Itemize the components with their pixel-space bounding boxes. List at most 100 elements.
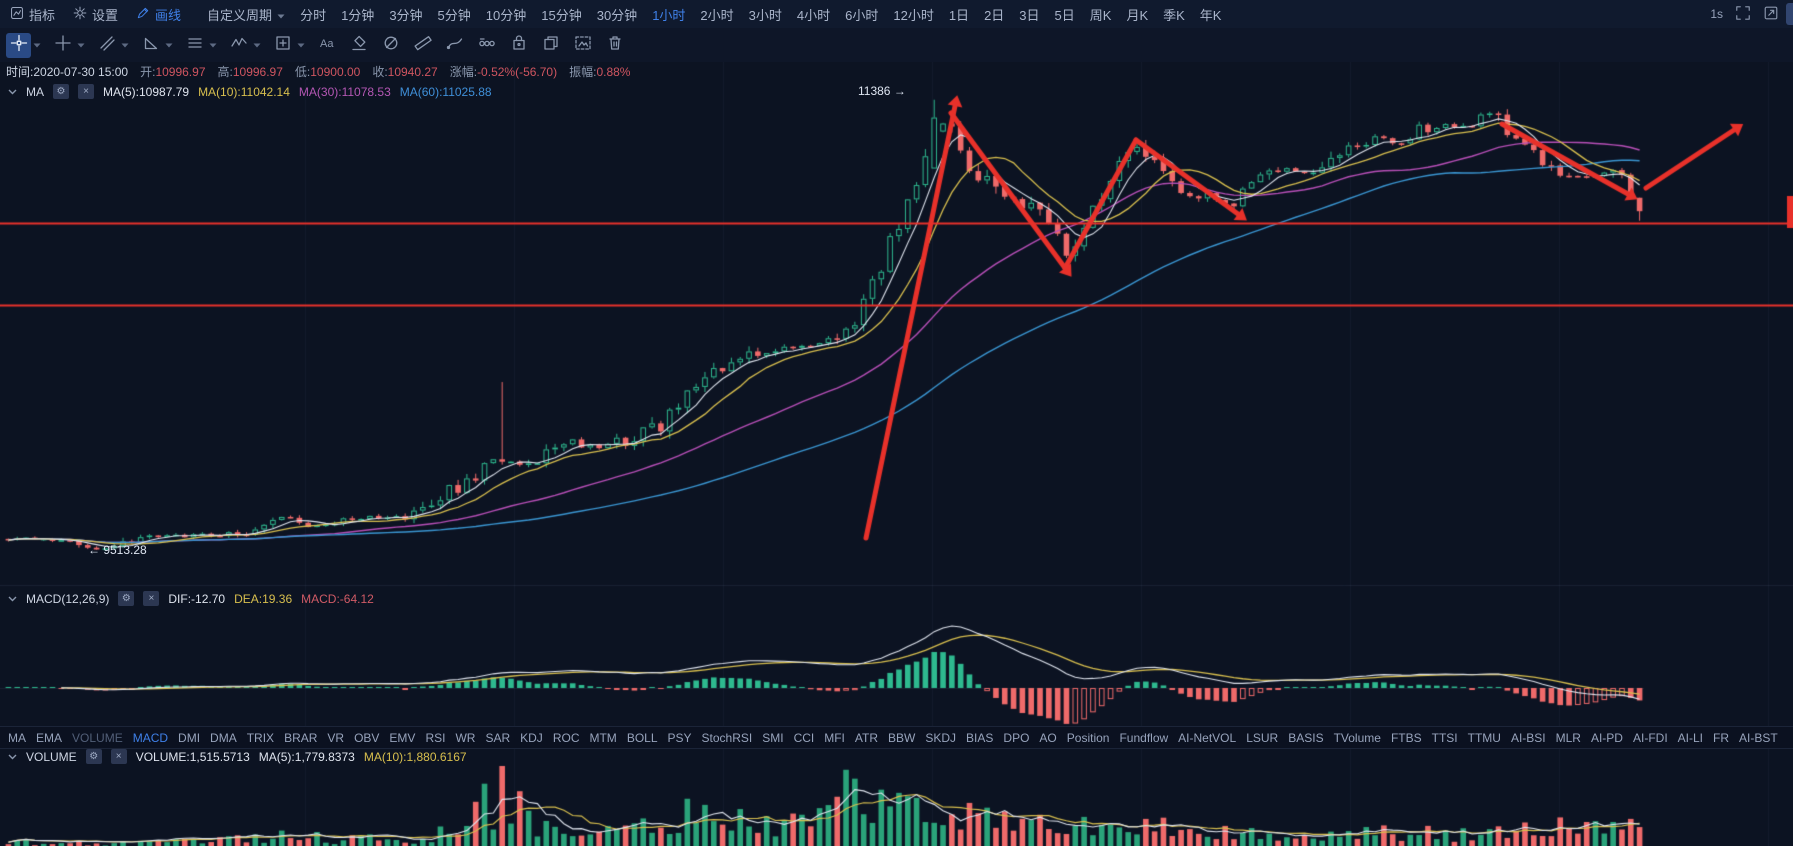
triangle-tool[interactable] <box>138 33 163 58</box>
timeframe-2小时[interactable]: 2小时 <box>700 7 734 23</box>
menu-gear[interactable]: 设置 <box>73 5 118 24</box>
cross-dropdown-caret[interactable] <box>75 33 87 58</box>
timeframe-15分钟[interactable]: 15分钟 <box>541 7 582 23</box>
cross-tool[interactable] <box>50 33 75 58</box>
custom-period-dropdown[interactable]: 自定义周期 <box>207 5 285 24</box>
tab-RSI[interactable]: RSI <box>425 730 446 745</box>
chevron-down-icon[interactable] <box>8 596 17 602</box>
legend-close-icon[interactable]: × <box>78 84 94 99</box>
legend-settings-icon[interactable]: ⚙ <box>118 591 135 606</box>
timeframe-30分钟[interactable]: 30分钟 <box>596 7 638 23</box>
trend-line-tool[interactable] <box>94 33 119 58</box>
copy-tool[interactable] <box>538 33 563 58</box>
tab-FTBS[interactable]: FTBS <box>1390 730 1422 745</box>
timeframe-月K[interactable]: 月K <box>1126 7 1149 23</box>
tab-OBV[interactable]: OBV <box>354 730 380 745</box>
rect-plus-tool[interactable] <box>270 33 295 58</box>
chevron-down-icon[interactable] <box>8 754 17 760</box>
tab-AI-NetVOL[interactable]: AI-NetVOL <box>1178 730 1237 745</box>
tab-BIAS[interactable]: BIAS <box>966 730 994 745</box>
wave-tool[interactable] <box>226 33 251 58</box>
timeframe-1日[interactable]: 1日 <box>948 7 970 23</box>
timeframe-季K[interactable]: 季K <box>1163 7 1185 23</box>
chevron-down-icon[interactable] <box>8 89 17 95</box>
tab-AI-BSI[interactable]: AI-BSI <box>1510 730 1546 745</box>
tab-CCI[interactable]: CCI <box>793 730 815 745</box>
tab-BRAR[interactable]: BRAR <box>284 730 318 745</box>
tab-FR[interactable]: FR <box>1713 730 1729 745</box>
tab-DPO[interactable]: DPO <box>1003 730 1030 745</box>
parallel-lines-dropdown-caret[interactable] <box>207 33 219 58</box>
timeframe-年K[interactable]: 年K <box>1199 7 1222 23</box>
tab-AI-FDI[interactable]: AI-FDI <box>1632 730 1668 745</box>
parallel-lines-tool[interactable] <box>182 33 207 58</box>
tab-WR[interactable]: WR <box>455 730 476 745</box>
timeframe-10分钟[interactable]: 10分钟 <box>485 7 527 23</box>
tab-AI-PD[interactable]: AI-PD <box>1590 730 1623 745</box>
tab-BBW[interactable]: BBW <box>888 730 916 745</box>
tab-AI-BST[interactable]: AI-BST <box>1739 730 1778 745</box>
crosshair-dropdown-caret[interactable] <box>31 33 43 58</box>
timeframe-2日[interactable]: 2日 <box>984 7 1005 23</box>
timeframe-3小时[interactable]: 3小时 <box>748 7 782 23</box>
tab-Position[interactable]: Position <box>1066 730 1110 745</box>
tab-TRIX[interactable]: TRIX <box>246 730 275 745</box>
trend-line-dropdown-caret[interactable] <box>119 33 131 58</box>
clipped-edge-button[interactable] <box>1786 3 1793 25</box>
tab-Fundflow[interactable]: Fundflow <box>1119 730 1169 745</box>
text-tool[interactable]: Aa <box>314 33 339 58</box>
fullscreen-icon[interactable] <box>1735 5 1751 24</box>
timeframe-周K[interactable]: 周K <box>1089 7 1112 23</box>
timeframe-12小时[interactable]: 12小时 <box>893 7 934 23</box>
tab-AO[interactable]: AO <box>1039 730 1057 745</box>
measure-tool[interactable] <box>474 33 499 58</box>
tab-MLR[interactable]: MLR <box>1555 730 1581 745</box>
wave-dropdown-caret[interactable] <box>251 33 263 58</box>
tab-EMA[interactable]: EMA <box>36 730 63 745</box>
tab-TTMU[interactable]: TTMU <box>1467 730 1501 745</box>
timeframe-4小时[interactable]: 4小时 <box>796 7 831 23</box>
tab-SMI[interactable]: SMI <box>762 730 784 745</box>
tab-VOLUME[interactable]: VOLUME <box>72 730 123 745</box>
capture-tool[interactable] <box>570 33 595 58</box>
tab-MFI[interactable]: MFI <box>824 730 845 745</box>
tab-EMV[interactable]: EMV <box>389 730 416 745</box>
tab-TTSI[interactable]: TTSI <box>1431 730 1458 745</box>
legend-settings-icon[interactable]: ⚙ <box>85 749 102 764</box>
brush-tool[interactable] <box>378 33 403 58</box>
legend-settings-icon[interactable]: ⚙ <box>53 84 69 99</box>
tab-PSY[interactable]: PSY <box>667 730 692 745</box>
export-image-icon[interactable] <box>1763 5 1779 24</box>
tab-BOLL[interactable]: BOLL <box>626 730 658 745</box>
menu-pencil[interactable]: 画线 <box>136 5 181 24</box>
legend-close-icon[interactable]: × <box>143 591 160 606</box>
timeframe-3分钟[interactable]: 3分钟 <box>389 7 423 23</box>
timeframe-3日[interactable]: 3日 <box>1019 7 1040 23</box>
tab-MA[interactable]: MA <box>8 730 26 745</box>
timeframe-6小时[interactable]: 6小时 <box>845 7 879 23</box>
tab-SKDJ[interactable]: SKDJ <box>925 730 957 745</box>
eraser-tool[interactable] <box>346 33 371 58</box>
timeframe-1小时[interactable]: 1小时 <box>652 7 686 23</box>
tab-ATR[interactable]: ATR <box>854 730 879 745</box>
tab-ROC[interactable]: ROC <box>552 730 580 745</box>
menu-indicator[interactable]: 指标 <box>10 5 55 24</box>
tab-BASIS[interactable]: BASIS <box>1288 730 1324 745</box>
tab-SAR[interactable]: SAR <box>485 730 511 745</box>
timeframe-5分钟[interactable]: 5分钟 <box>437 7 471 23</box>
delete-tool[interactable] <box>602 33 627 58</box>
tab-KDJ[interactable]: KDJ <box>520 730 543 745</box>
ruler-tool[interactable] <box>410 33 435 58</box>
triangle-dropdown-caret[interactable] <box>163 33 175 58</box>
rect-plus-dropdown-caret[interactable] <box>295 33 307 58</box>
tab-MTM[interactable]: MTM <box>589 730 617 745</box>
tab-VR[interactable]: VR <box>327 730 345 745</box>
timeframe-分时[interactable]: 分时 <box>300 7 327 23</box>
tab-StochRSI[interactable]: StochRSI <box>701 730 753 745</box>
crosshair-tool[interactable] <box>6 32 31 58</box>
timeframe-1分钟[interactable]: 1分钟 <box>341 7 375 23</box>
tab-AI-LI[interactable]: AI-LI <box>1677 730 1703 745</box>
legend-close-icon[interactable]: × <box>110 749 127 764</box>
tab-LSUR[interactable]: LSUR <box>1246 730 1279 745</box>
